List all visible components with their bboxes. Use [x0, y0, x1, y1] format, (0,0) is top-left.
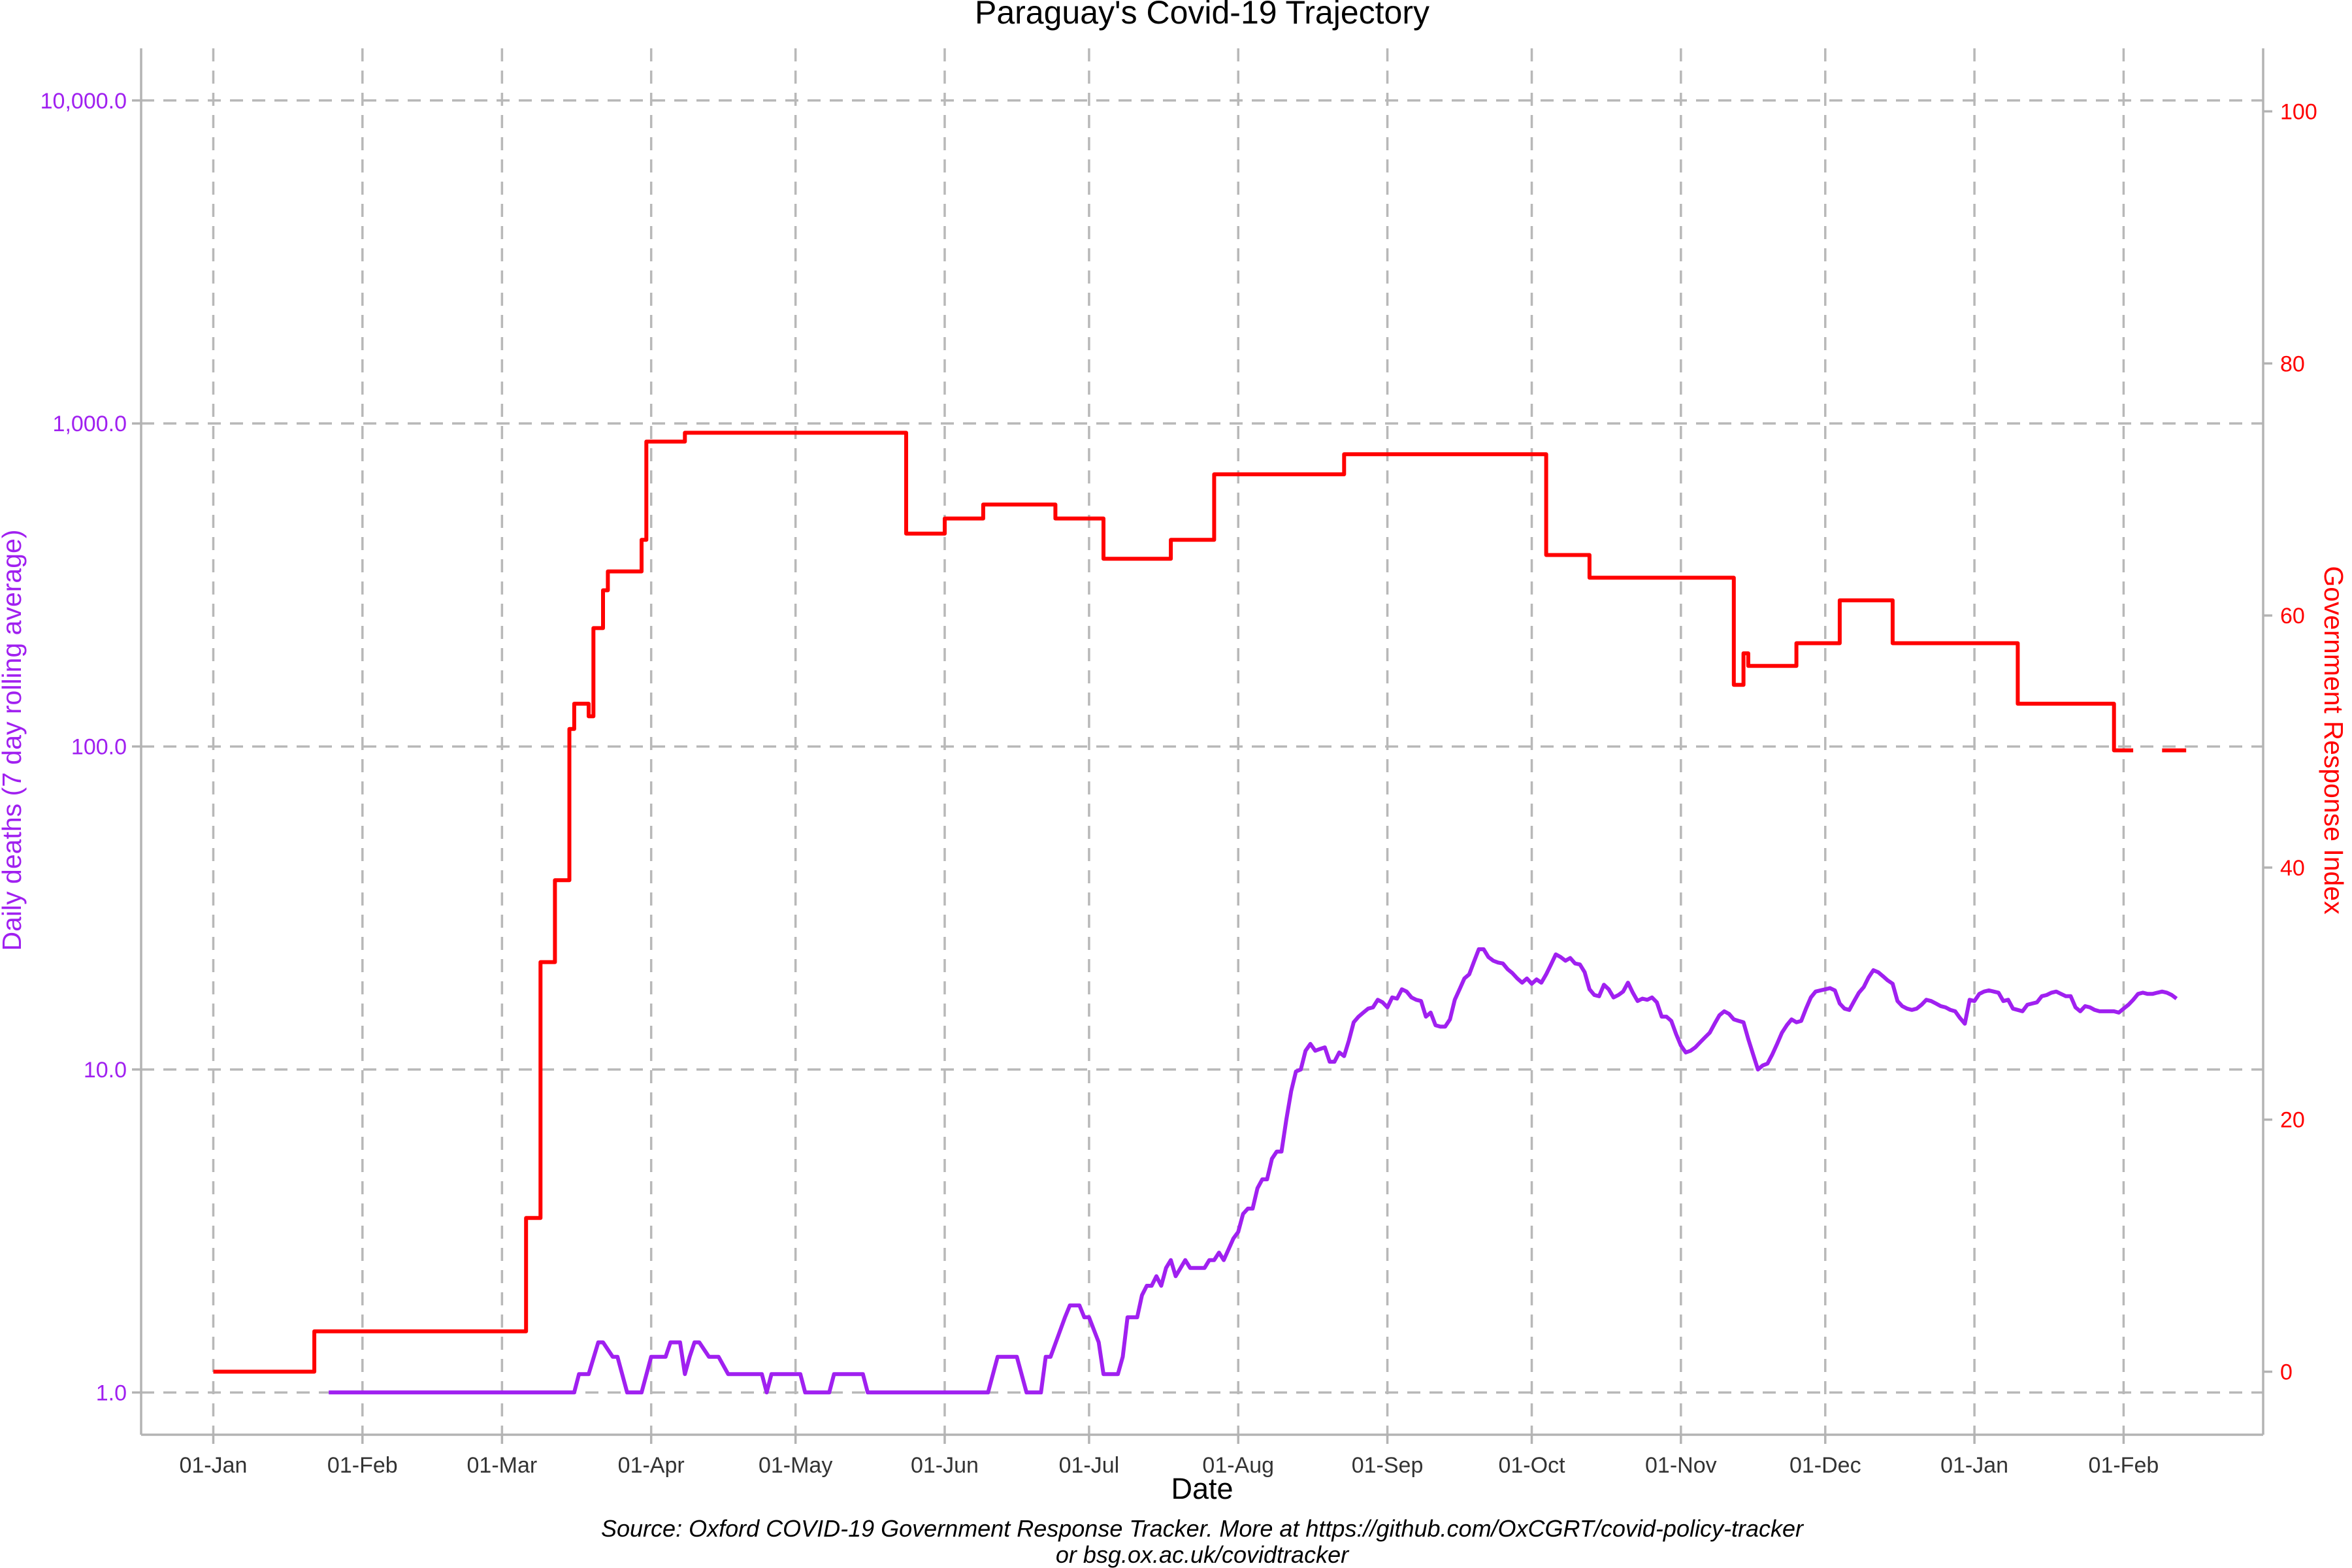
right-y-axis-label: Government Response Index: [2319, 566, 2349, 915]
x-tick-label: 01-May: [759, 1453, 832, 1478]
x-tick-label: 01-Jan: [1940, 1453, 2008, 1478]
x-tick-label: 01-Dec: [1789, 1453, 1861, 1478]
grid-lines: [141, 48, 2263, 1435]
x-tick-label: 01-Oct: [1498, 1453, 1565, 1478]
right-y-tick-label: 60: [2280, 604, 2305, 629]
left-y-tick-label: 10,000.0: [41, 89, 127, 114]
response-index-series-line: [213, 431, 2134, 1374]
x-tick-label: 01-Apr: [618, 1453, 685, 1478]
left-y-axis-label: Daily deaths (7 day rolling average): [0, 530, 27, 951]
x-tick-label: 01-Jan: [179, 1453, 247, 1478]
chart-title: Paraguay's Covid-19 Trajectory: [975, 0, 1429, 31]
right-y-tick-label: 100: [2280, 99, 2317, 124]
deaths-series-line: [329, 947, 2178, 1395]
x-axis-label: Date: [1171, 1472, 1233, 1505]
right-y-tick-label: 40: [2280, 856, 2305, 881]
source-caption-line-2: or bsg.ox.ac.uk/covidtracker: [1056, 1541, 1350, 1568]
series-lines: [213, 431, 2187, 1395]
right-y-tick-label: 0: [2280, 1360, 2293, 1385]
x-tick-label: 01-Jul: [1059, 1453, 1120, 1478]
right-y-axis-ticks: 0 20 40 60 80 100: [2263, 99, 2317, 1385]
left-y-axis-ticks: 1.0 10.0 100.0 1,000.0 10,000.0: [41, 89, 141, 1405]
left-y-tick-label: 10.0: [84, 1058, 127, 1083]
right-y-tick-label: 80: [2280, 351, 2305, 376]
x-axis-ticks: 01-Jan 01-Feb 01-Mar 01-Apr 01-May 01-Jun 01-J…: [179, 1435, 2159, 1478]
x-tick-label: 01-Feb: [2089, 1453, 2159, 1478]
x-tick-label: 01-Nov: [1645, 1453, 1717, 1478]
x-tick-label: 01-Feb: [327, 1453, 398, 1478]
x-tick-label: 01-Sep: [1352, 1453, 1424, 1478]
left-y-tick-label: 1.0: [96, 1380, 127, 1405]
x-tick-label: 01-Jun: [911, 1453, 979, 1478]
x-tick-label: 01-Aug: [1202, 1453, 1274, 1478]
left-y-tick-label: 100.0: [71, 735, 127, 760]
right-y-tick-label: 20: [2280, 1108, 2305, 1133]
source-caption-line-1: Source: Oxford COVID-19 Government Respo…: [601, 1515, 1805, 1542]
axes: [140, 48, 2264, 1436]
x-tick-label: 01-Mar: [467, 1453, 538, 1478]
left-y-tick-label: 1,000.0: [53, 412, 127, 436]
